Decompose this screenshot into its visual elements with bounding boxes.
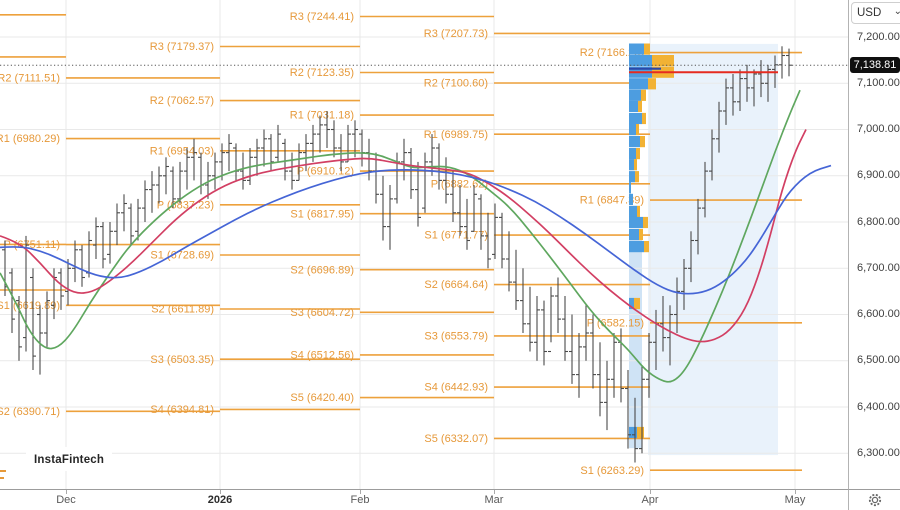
- pivot-label: R1 (6847.39): [580, 195, 644, 207]
- price-tick: 7,000.00: [857, 123, 900, 135]
- time-tick-label: Apr: [641, 494, 659, 506]
- pivot-label: P (6582.15): [587, 317, 644, 329]
- time-tick-mark: [795, 490, 796, 494]
- pivot-label: R2 (7123.35): [290, 67, 354, 79]
- highlight-regions: [629, 43, 778, 456]
- axis-settings-corner[interactable]: [848, 489, 900, 510]
- pivot-label: S5 (6420.40): [290, 392, 354, 404]
- ma-mid-crimson: [0, 129, 807, 343]
- price-axis[interactable]: USD ⌄ 7,138.81 7,200.00 7,100.00 7,000.00 6…: [848, 0, 900, 489]
- pivot-label: R1 (6989.75): [424, 129, 488, 141]
- ma-slow-blue: [0, 164, 832, 295]
- time-tick-label: 2026: [207, 494, 233, 506]
- pivot-label: S2 (6696.89): [290, 264, 354, 276]
- pivot-label: S1 (6728.69): [150, 250, 214, 262]
- price-tick: 7,100.00: [857, 76, 900, 89]
- time-tick-mark: [494, 490, 495, 494]
- time-tick-label: Dec: [56, 494, 76, 506]
- pivot-label: S2 (6390.71): [0, 406, 60, 418]
- ohlc-bars: [2, 46, 792, 463]
- pivot-label: R3 (7244.41): [290, 11, 354, 23]
- pivot-label: R1 (6980.29): [0, 133, 60, 145]
- pivot-label: R3 (7207.73): [424, 28, 488, 40]
- pivot-label: R2 (7166.25): [580, 47, 644, 59]
- pivot-label: R3 (7179.37): [150, 41, 214, 53]
- watermark-label: InstaFintech: [34, 454, 105, 466]
- pivot-label: R1 (7031.18): [290, 110, 354, 122]
- time-tick-label: Feb: [350, 494, 370, 506]
- time-tick-label: Mar: [484, 494, 504, 506]
- pivot-label: S1 (6619.89): [0, 300, 60, 312]
- price-tick: 6,800.00: [857, 215, 900, 228]
- pivot-label: S4 (6442.93): [424, 382, 488, 394]
- grid: [0, 0, 848, 489]
- price-tick: 7,200.00: [857, 30, 900, 43]
- price-chart[interactable]: R2 (7111.51) R1 (6980.29) P (6751.11) S1 (6…: [0, 0, 848, 489]
- price-tick: 6,300.00: [857, 446, 900, 459]
- time-tick-mark: [220, 490, 221, 494]
- pivot-label: R2 (7111.51): [0, 73, 60, 85]
- pivot-label: P (6910.12): [297, 166, 354, 178]
- clipped-pivot-label-fragment: [0, 470, 6, 479]
- chevron-down-icon: ⌄: [893, 5, 900, 17]
- pivot-label: S1 (6817.95): [290, 208, 354, 220]
- pivot-label: R2 (7062.57): [150, 95, 214, 107]
- pivot-label: S3 (6503.35): [150, 354, 214, 366]
- currency-label: USD: [857, 7, 882, 19]
- price-tick: 6,500.00: [857, 354, 900, 367]
- time-axis[interactable]: Dec 2026 Feb Mar Apr May: [0, 489, 848, 510]
- pivot-label: S5 (6332.07): [424, 433, 488, 445]
- pivot-label: P (6837.23): [157, 199, 214, 211]
- pivot-label: R1 (6954.03): [150, 145, 214, 157]
- pivot-label: P (6751.11): [4, 239, 60, 251]
- currency-selector[interactable]: USD ⌄: [851, 2, 900, 24]
- last-price-badge: 7,138.81: [850, 57, 900, 74]
- gear-icon[interactable]: [868, 493, 882, 507]
- time-tick-mark: [360, 490, 361, 494]
- pivot-label: S1 (6263.29): [580, 465, 644, 477]
- price-tick: 6,400.00: [857, 400, 900, 413]
- price-tick: 6,700.00: [857, 261, 900, 274]
- instafintech-watermark: InstaFintech: [26, 447, 113, 471]
- pivot-label: R2 (7100.60): [424, 78, 488, 90]
- pivot-label: S3 (6604.72): [290, 307, 354, 319]
- pivot-label: S4 (6394.81): [150, 404, 214, 416]
- pivot-label: S4 (6512.56): [290, 350, 354, 362]
- pivot-label: S2 (6664.64): [424, 279, 488, 291]
- time-tick-mark: [650, 490, 651, 494]
- ma-fast-green: [0, 89, 801, 383]
- price-tick: 6,600.00: [857, 308, 900, 320]
- price-tick: 6,900.00: [857, 169, 900, 182]
- pivot-label: S1 (6771.77): [424, 230, 488, 242]
- pivot-levels: R2 (7111.51) R1 (6980.29) P (6751.11) S1 (6…: [0, 11, 802, 477]
- time-tick-label: May: [784, 494, 806, 506]
- time-tick-mark: [66, 490, 67, 494]
- pivot-label: S2 (6611.89): [151, 304, 214, 316]
- pivot-label: S3 (6553.79): [424, 331, 488, 343]
- chart-canvas[interactable]: R2 (7111.51) R1 (6980.29) P (6751.11) S1 (6…: [0, 0, 848, 489]
